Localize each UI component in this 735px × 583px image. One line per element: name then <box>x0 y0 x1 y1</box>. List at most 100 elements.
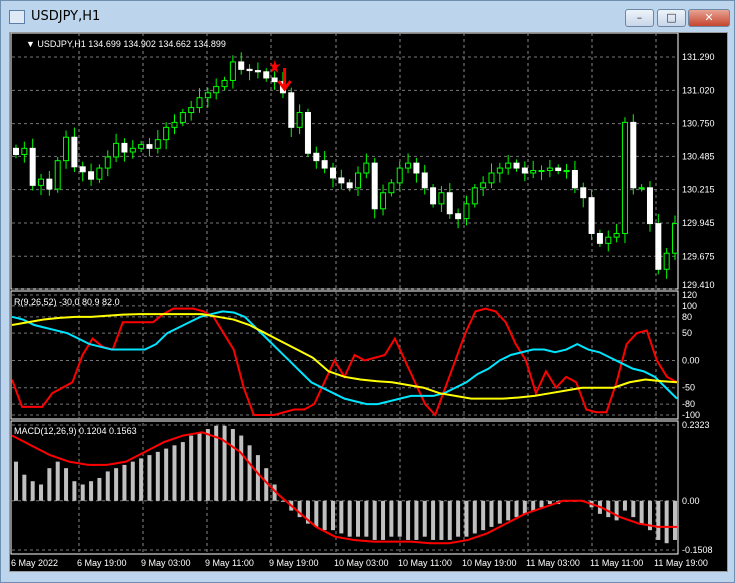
bearish-candle <box>446 192 453 215</box>
macd-histogram-bar <box>189 435 194 501</box>
macd-histogram-bar <box>164 448 169 501</box>
minimize-button[interactable]: – <box>625 9 654 27</box>
bearish-candle <box>13 147 19 155</box>
bearish-candle <box>413 162 420 174</box>
panel-frame <box>10 420 679 555</box>
bearish-candle <box>254 70 261 73</box>
price-axis-label: -50 <box>682 383 695 393</box>
price-axis-label: 120 <box>682 290 697 300</box>
title-bar[interactable]: USDJPY,H1 – □ ✕ <box>1 1 734 31</box>
macd-histogram-bar <box>456 500 461 537</box>
macd-histogram-bar <box>180 442 185 501</box>
time-axis-label: 6 May 2022 <box>11 558 58 568</box>
macd-histogram-bar <box>339 500 344 534</box>
bullish-candle <box>129 147 136 153</box>
macd-histogram-bar <box>214 425 219 501</box>
macd-histogram-bar <box>264 468 269 501</box>
bullish-candle <box>405 162 412 169</box>
bullish-candle <box>179 112 186 123</box>
maximize-button[interactable]: □ <box>657 9 686 27</box>
bullish-candle <box>388 182 395 194</box>
bullish-candle <box>196 97 203 109</box>
bearish-candle <box>646 187 653 225</box>
macd-histogram-bar <box>247 445 252 501</box>
bullish-candle <box>530 170 537 174</box>
bearish-candle <box>371 162 378 210</box>
sell-arrow-icon <box>277 68 292 92</box>
macd-histogram-bar <box>472 500 477 534</box>
chart-canvas[interactable]: 6 May 2022 6 May 19:00 9 May 03:00 9 May 11… <box>10 33 729 573</box>
macd-histogram-bar <box>539 500 544 508</box>
bearish-candle <box>421 172 428 189</box>
price-axis-label: 0.00 <box>682 355 700 365</box>
time-axis-label: 9 May 19:00 <box>269 558 319 568</box>
close-button[interactable]: ✕ <box>688 9 730 27</box>
chart-area[interactable]: 6 May 2022 6 May 19:00 9 May 03:00 9 May 11… <box>9 32 728 572</box>
price-axis-label: -0.1508 <box>682 545 713 555</box>
bearish-candle <box>338 177 345 184</box>
macd-histogram-bar <box>397 500 402 537</box>
bullish-candle <box>538 170 545 173</box>
bullish-candle <box>438 192 445 205</box>
bullish-candle <box>463 203 470 220</box>
bearish-candle <box>238 61 245 70</box>
price-axis-label: 0.00 <box>682 496 700 506</box>
price-panel-label: ▼ USDJPY,H1 134.699 134.902 134.662 134.… <box>26 39 226 49</box>
time-axis-label: 10 May 11:00 <box>398 558 452 568</box>
panel-frame <box>10 33 679 290</box>
macd-histogram-bar <box>97 477 102 501</box>
bearish-candle <box>329 167 336 179</box>
price-axis-label: 80 <box>682 312 692 322</box>
macd-panel-label: MACD(12,26,9) 0.1204 0.1563 <box>14 426 137 436</box>
macd-histogram-bar <box>506 500 511 521</box>
macd-histogram-bar <box>272 484 277 501</box>
bullish-candle <box>380 192 387 210</box>
time-axis-label: 11 May 19:00 <box>654 558 708 568</box>
time-axis-label: 11 May 03:00 <box>526 558 580 568</box>
macd-histogram-bar <box>197 432 202 501</box>
bearish-candle <box>596 232 603 244</box>
macd-histogram-bar <box>55 461 60 501</box>
price-axis-label: 129.675 <box>682 251 715 261</box>
macd-histogram-bar <box>205 429 210 501</box>
bullish-candle <box>488 172 495 184</box>
bullish-candle <box>104 156 111 169</box>
macd-histogram-bar <box>72 481 77 501</box>
macd-histogram-bar <box>347 500 352 537</box>
bullish-candle <box>672 223 678 254</box>
bearish-candle <box>121 142 128 153</box>
price-axis-label: 50 <box>682 328 692 338</box>
bearish-candle <box>588 197 595 234</box>
time-axis-label: 9 May 03:00 <box>141 558 191 568</box>
macd-histogram-bar <box>464 500 469 537</box>
macd-histogram-bar <box>664 500 669 544</box>
bearish-candle <box>513 162 520 169</box>
macd-histogram-bar <box>222 425 227 501</box>
window-title: USDJPY,H1 <box>31 9 101 24</box>
macd-histogram-bar <box>122 464 127 501</box>
bearish-candle <box>571 170 578 189</box>
bullish-candle <box>505 162 512 169</box>
macd-histogram-bar <box>305 500 310 524</box>
macd-histogram-bar <box>330 500 335 531</box>
time-axis-label: 6 May 19:00 <box>77 558 127 568</box>
collapse-triangle-icon: ▼ <box>26 39 37 49</box>
macd-histogram-bar <box>389 500 394 537</box>
macd-histogram-bar <box>422 500 427 537</box>
bullish-candle <box>204 92 211 99</box>
macd-histogram-bar <box>14 461 18 501</box>
macd-histogram-bar <box>514 500 519 518</box>
bearish-candle <box>630 121 637 189</box>
macd-histogram-bar <box>172 445 177 501</box>
price-axis-label: 129.410 <box>682 280 715 290</box>
price-axis-label: 129.945 <box>682 218 715 228</box>
bullish-candle <box>63 136 70 162</box>
bearish-candle <box>521 167 528 174</box>
bearish-candle <box>304 112 311 154</box>
bearish-candle <box>79 166 86 173</box>
macd-histogram-bar <box>39 484 44 501</box>
bullish-candle <box>96 167 103 180</box>
bullish-candle <box>621 121 628 234</box>
bullish-candle <box>613 232 620 238</box>
